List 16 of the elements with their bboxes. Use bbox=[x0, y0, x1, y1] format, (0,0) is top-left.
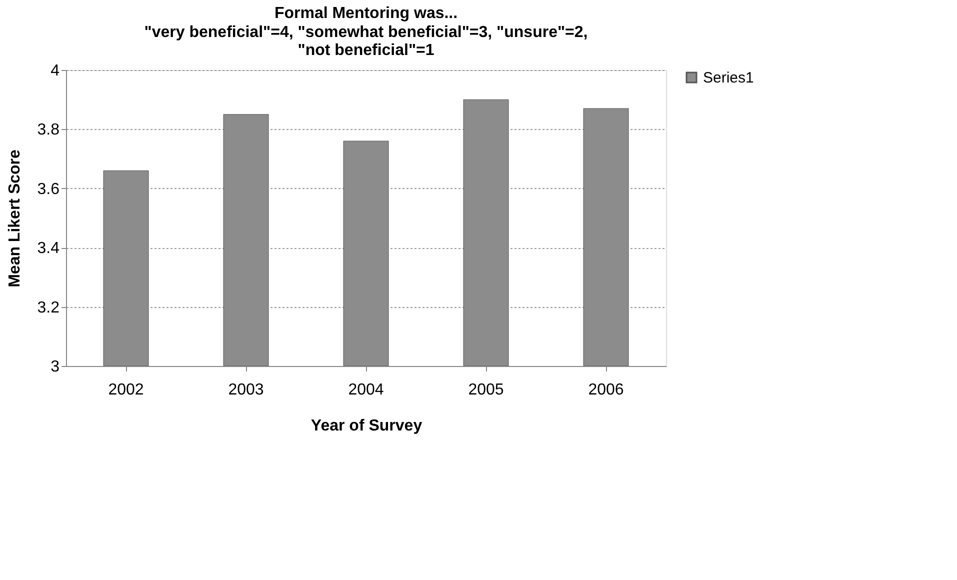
y-tick-label: 3.2 bbox=[37, 299, 60, 316]
x-tick-label: 2004 bbox=[348, 382, 384, 398]
y-tick-label: 4 bbox=[50, 62, 60, 80]
y-tick-label: 3.4 bbox=[37, 240, 60, 258]
x-tick-label: 2005 bbox=[468, 382, 504, 398]
y-axis-title: Mean Likert Score bbox=[6, 149, 24, 288]
x-tick-label: 2006 bbox=[588, 382, 624, 398]
chart-title: Formal Mentoring was... bbox=[274, 5, 458, 22]
chart-subtitle: "very beneficial"=4, "somewhat beneficial"=3, "unsure"=2, "not beneficial"=1 bbox=[144, 24, 588, 59]
x-axis-title: Year of Survey bbox=[310, 418, 422, 434]
y-tick-label: 3.6 bbox=[37, 180, 60, 198]
x-tick-label: 2002 bbox=[108, 382, 144, 398]
y-tick-label: 3 bbox=[50, 358, 60, 376]
x-tick-label: 2003 bbox=[228, 382, 264, 398]
legend-label: Series1 bbox=[703, 70, 754, 86]
y-tick-label: 3.8 bbox=[37, 122, 60, 139]
